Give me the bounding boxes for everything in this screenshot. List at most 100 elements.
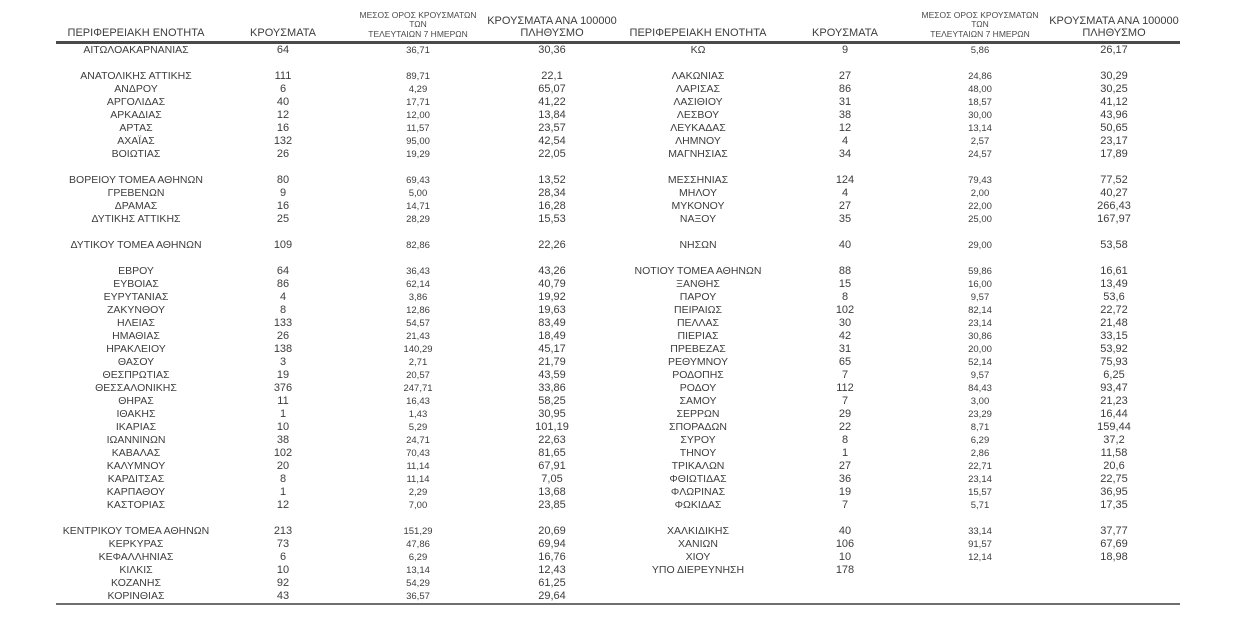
table-row: ΚΕΝΤΡΙΚΟΥ ΤΟΜΕΑ ΑΘΗΝΩΝ 213 151,29 20,69 [56,525,618,538]
cases-cell: 25 [276,213,290,225]
per100k-cell: 13,68 [538,486,566,498]
per100k-cell: 53,92 [1100,343,1128,355]
table-row: ΚΑΣΤΟΡΙΑΣ 12 7,00 23,85 [56,499,618,512]
table-row: ΑΡΓΟΛΙΔΑΣ 40 17,71 41,22 [56,96,618,109]
region-name-cell [56,512,216,525]
avg7-cell: 2,86 [970,448,990,459]
cases-column-header: ΚΡΟΥΣΜΑΤΑ [778,10,912,44]
header-row: ΠΕΡΙΦΕΡΕΙΑΚΗ ΕΝΟΤΗΤΑ ΚΡΟΥΣΜΑΤΑ ΜΕΣΟΣ ΟΡΟ… [56,10,618,44]
avg7-cell: 5,86 [970,45,990,56]
table-row: ΛΕΣΒΟΥ 38 30,00 43,96 [618,109,1180,122]
cases-cell: 376 [273,382,293,394]
avg7-cell: 54,29 [406,578,430,589]
cases-cell: 20 [276,460,290,472]
region-column-header: ΠΕΡΙΦΕΡΕΙΑΚΗ ΕΝΟΤΗΤΑ [618,10,778,44]
spacer-row [618,512,1180,525]
cases-cell: 27 [838,200,852,212]
region-name-cell: ΘΕΣΠΡΩΤΙΑΣ [102,369,170,381]
region-name-cell [618,57,778,70]
region-name-cell: ΑΝΔΡΟΥ [114,83,158,95]
per100k-cell: 33,15 [1100,330,1128,342]
avg7-cell: 9,57 [970,292,990,303]
avg7-column-header: ΜΕΣΟΣ ΟΡΟΣ ΚΡΟΥΣΜΑΤΩΝ ΤΩΝ ΤΕΛΕΥΤΑΙΩΝ 7 Η… [912,9,1048,44]
table-row: ΑΧΑΪΑΣ 132 95,00 42,54 [56,135,618,148]
region-name-cell: ΒΟΙΩΤΙΑΣ [111,148,161,160]
region-name-cell: ΑΡΚΑΔΙΑΣ [110,109,162,121]
region-name-cell [618,512,778,525]
table-row: ΒΟΙΩΤΙΑΣ 26 19,29 22,05 [56,148,618,161]
table-row: ΙΘΑΚΗΣ 1 1,43 30,95 [56,408,618,421]
region-column-header: ΠΕΡΙΦΕΡΕΙΑΚΗ ΕΝΟΤΗΤΑ [56,10,216,44]
cases-cell: 4 [279,291,287,303]
cases-cell: 34 [838,148,852,160]
avg7-header-line1: ΜΕΣΟΣ ΟΡΟΣ ΚΡΟΥΣΜΑΤΩΝ ΤΩΝ [921,9,1039,29]
per100k-cell [486,161,618,174]
per100k-cell: 101,19 [535,421,569,433]
table-row: ΗΜΑΘΙΑΣ 26 21,43 18,49 [56,330,618,343]
cases-cell: 7 [841,369,849,381]
region-name-cell: ΣΑΜΟΥ [679,395,717,407]
table-row: ΣΕΡΡΩΝ 29 23,29 16,44 [618,408,1180,421]
cases-cell: 36 [838,473,852,485]
table-row: ΚΑΡΔΙΤΣΑΣ 8 11,14 7,05 [56,473,618,486]
region-name-cell: ΗΛΕΙΑΣ [116,317,155,329]
region-name-cell: ΡΕΘΥΜΝΟΥ [667,356,728,368]
cases-cell: 15 [838,278,852,290]
region-name-cell: ΚΩ [690,44,706,56]
avg7-cell: 23,14 [968,318,992,329]
per100k-header-line1: ΚΡΟΥΣΜΑΤΑ ΑΝΑ 100000 [487,15,617,27]
header-row: ΠΕΡΙΦΕΡΕΙΑΚΗ ΕΝΟΤΗΤΑ ΚΡΟΥΣΜΑΤΑ ΜΕΣΟΣ ΟΡΟ… [618,9,1180,44]
per100k-cell [1048,512,1180,525]
cases-cell: 40 [838,525,852,537]
per100k-cell [1048,564,1180,577]
per100k-cell: 30,95 [538,408,566,420]
spacer-row [56,226,618,239]
region-name-cell: ΣΥΡΟΥ [680,434,716,446]
avg7-cell: 11,14 [406,461,430,472]
cases-cell: 138 [273,343,293,355]
per100k-cell: 13,49 [1100,278,1128,290]
per100k-cell: 45,17 [538,343,566,355]
avg7-cell [912,590,1048,604]
per100k-cell: 6,25 [1103,369,1125,381]
cases-cell: 31 [838,96,852,108]
region-name-cell: ΤΗΝΟΥ [679,447,717,459]
region-name-cell: ΓΡΕΒΕΝΩΝ [107,187,165,199]
region-name-cell: ΡΟΔΟΥ [679,382,717,394]
cases-cell: 111 [274,70,292,82]
avg7-cell: 28,29 [406,214,430,225]
per100k-header-line2: ΠΛΗΘΥΣΜΟ [520,27,584,39]
cases-cell [778,590,912,604]
cases-cell: 22 [838,421,852,433]
region-name-cell: ΚΑΣΤΟΡΙΑΣ [106,499,166,511]
per100k-cell: 69,94 [538,538,566,550]
per100k-header-line2: ΠΛΗΘΥΣΜΟ [1082,27,1146,39]
region-name-cell [618,226,778,239]
cases-column-header: ΚΡΟΥΣΜΑΤΑ [216,10,350,44]
region-name-cell [618,252,778,265]
region-name-cell: ΑΡΤΑΣ [119,122,153,134]
per100k-cell: 7,05 [541,473,563,485]
per100k-cell: 81,65 [538,447,566,459]
region-name-cell: ΕΒΡΟΥ [118,265,154,277]
per100k-cell: 37,77 [1100,525,1128,537]
table-row: ΦΛΩΡΙΝΑΣ 19 15,57 36,95 [618,486,1180,499]
region-name-cell: ΑΙΤΩΛΟΑΚΑΡΝΑΝΙΑΣ [83,44,189,56]
spacer-row [618,226,1180,239]
table-row: ΚΕΦΑΛΛΗΝΙΑΣ 6 6,29 16,76 [56,551,618,564]
cases-cell: 12 [276,109,290,121]
avg7-cell: 23,14 [968,474,992,485]
cases-cell: 19 [838,486,852,498]
cases-cell: 92 [276,577,290,589]
per100k-cell: 50,65 [1100,122,1128,134]
avg7-cell: 19,29 [406,149,430,160]
per100k-cell: 67,91 [538,460,566,472]
cases-cell: 4 [841,187,849,199]
region-name-cell: ΑΝΑΤΟΛΙΚΗΣ ΑΤΤΙΚΗΣ [80,70,192,82]
table-row: ΜΗΛΟΥ 4 2,00 40,27 [618,187,1180,200]
table-row: ΘΕΣΣΑΛΟΝΙΚΗΣ 376 247,71 33,86 [56,382,618,395]
per100k-cell: 19,92 [538,291,566,303]
region-name-cell: ΥΠΟ ΔΙΕΡΕΥΝΗΣΗ [651,564,745,576]
per100k-cell: 23,57 [538,122,566,134]
avg7-cell: 30,00 [968,110,992,121]
